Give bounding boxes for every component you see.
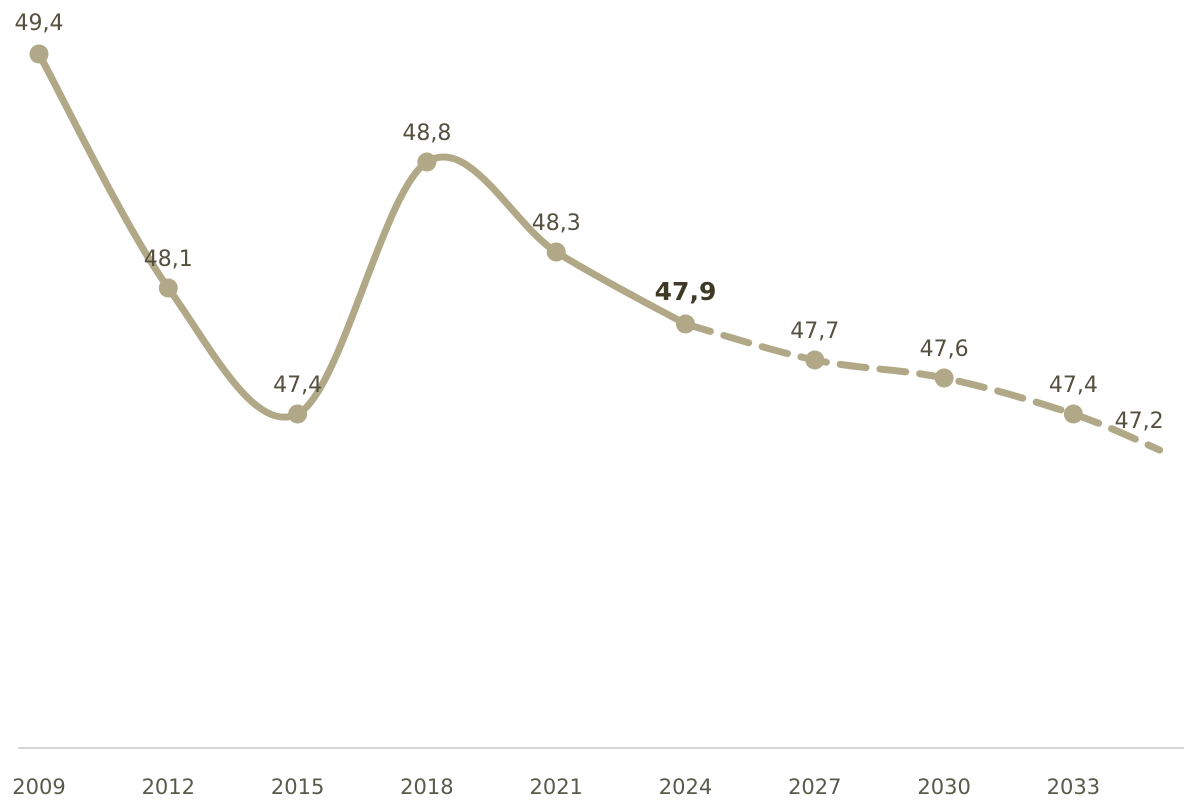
data-label-2015: 47,4 bbox=[273, 373, 322, 398]
data-point-2012 bbox=[158, 278, 178, 298]
data-points bbox=[29, 44, 1083, 424]
data-point-2021 bbox=[546, 242, 566, 262]
data-point-2030 bbox=[934, 368, 954, 388]
data-label-2009: 49,4 bbox=[15, 11, 64, 36]
data-point-2027 bbox=[805, 350, 825, 370]
data-point-2018 bbox=[417, 152, 437, 172]
x-tick-2012: 2012 bbox=[142, 775, 195, 799]
data-label-2030: 47,6 bbox=[920, 337, 969, 362]
data-point-2024 bbox=[676, 314, 695, 334]
data-point-2015 bbox=[288, 404, 308, 424]
data-label-2018: 48,8 bbox=[402, 121, 451, 146]
x-tick-2009: 2009 bbox=[12, 775, 65, 799]
data-labels: 49,4 48,1 47,4 48,8 48,3 47,9 47,7 47,6 47,4 47,2 bbox=[15, 11, 1164, 434]
x-tick-2033: 2033 bbox=[1047, 775, 1100, 799]
x-tick-2015: 2015 bbox=[271, 775, 324, 799]
x-tick-labels: 2009 2012 2015 2018 2021 2024 2027 2030 2033 bbox=[12, 775, 1100, 799]
data-label-2021: 48,3 bbox=[532, 211, 581, 236]
data-label-2035: 47,2 bbox=[1115, 409, 1164, 434]
x-tick-2021: 2021 bbox=[529, 775, 582, 799]
data-point-2033 bbox=[1063, 404, 1083, 424]
data-label-2024: 47,9 bbox=[655, 277, 717, 306]
data-label-2033: 47,4 bbox=[1049, 373, 1098, 398]
data-label-2012: 48,1 bbox=[144, 247, 193, 272]
x-tick-2018: 2018 bbox=[400, 775, 453, 799]
x-tick-2027: 2027 bbox=[788, 775, 841, 799]
x-tick-2030: 2030 bbox=[917, 775, 970, 799]
actual-series-line bbox=[35, 50, 689, 421]
data-point-2009 bbox=[29, 44, 49, 64]
data-label-2027: 47,7 bbox=[790, 319, 839, 344]
x-tick-2024: 2024 bbox=[659, 775, 712, 799]
